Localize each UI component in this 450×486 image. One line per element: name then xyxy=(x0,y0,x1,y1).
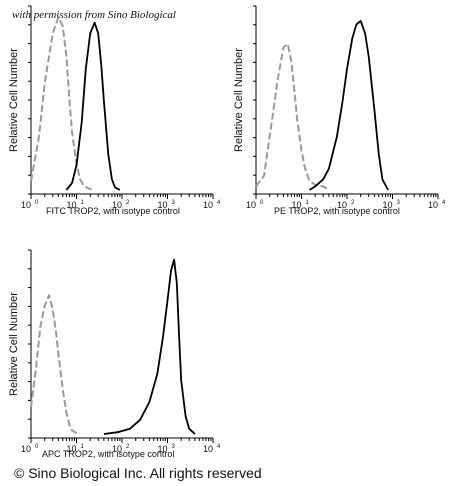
copyright-notice: © Sino Biological Inc. All rights reserv… xyxy=(14,465,262,481)
x-tick-exponent: 4 xyxy=(442,200,446,206)
isotype-control-curve xyxy=(30,16,95,191)
permission-watermark: with permission from Sino Biological xyxy=(12,9,176,21)
trop2-curve xyxy=(65,21,121,191)
histogram-panel-1: 10 0 10 1 10 2 10 3 10 4 Relative Cell Number FITC … xyxy=(8,5,221,216)
x-tick-label: 10 xyxy=(21,444,31,454)
y-axis-label: Relative Cell Number xyxy=(8,48,20,152)
x-tick-exponent: 2 xyxy=(126,200,130,206)
x-tick-label: 10 xyxy=(66,200,76,210)
x-tick-exponent: 3 xyxy=(397,200,401,206)
x-tick-label: 10 xyxy=(112,444,122,454)
x-tick-label: 10 xyxy=(157,444,167,454)
histogram-panel-3: 10 0 10 1 10 2 10 3 10 4 Relative Cell Number APC T… xyxy=(8,249,221,459)
x-tick-label: 10 xyxy=(246,200,256,210)
x-tick-exponent: 2 xyxy=(351,200,355,206)
x-tick-label: 10 xyxy=(203,444,213,454)
x-axis-label: FITC TROP2, with isotype control xyxy=(46,206,180,216)
x-axis-label: APC TROP2, with isotype control xyxy=(42,449,174,459)
trop2-curve xyxy=(103,258,196,435)
x-tick-exponent: 1 xyxy=(306,200,310,206)
x-tick-label: 10 xyxy=(157,200,167,210)
x-tick-label: 10 xyxy=(66,444,76,454)
trop2-curve xyxy=(309,19,389,191)
x-tick-label: 10 xyxy=(382,200,392,210)
x-tick-exponent: 0 xyxy=(35,200,39,206)
histogram-panel-2: 10 0 10 1 10 2 10 3 10 4 Relative Cell Number PE TR… xyxy=(233,5,446,216)
x-tick-exponent: 0 xyxy=(35,444,39,450)
x-tick-label: 10 xyxy=(291,200,301,210)
x-tick-exponent: 1 xyxy=(81,444,85,450)
x-tick-exponent: 0 xyxy=(260,200,264,206)
x-tick-label: 10 xyxy=(428,200,438,210)
x-tick-label: 10 xyxy=(337,200,347,210)
x-tick-exponent: 1 xyxy=(81,200,85,206)
x-axis-label: PE TROP2, with isotype control xyxy=(274,206,400,216)
x-tick-exponent: 4 xyxy=(217,200,221,206)
x-tick-label: 10 xyxy=(21,200,31,210)
x-tick-exponent: 3 xyxy=(172,444,176,450)
x-tick-exponent: 3 xyxy=(172,200,176,206)
x-tick-label: 10 xyxy=(203,200,213,210)
x-tick-label: 10 xyxy=(112,200,122,210)
isotype-control-curve xyxy=(255,43,330,191)
x-tick-exponent: 2 xyxy=(126,444,130,450)
y-axis-label: Relative Cell Number xyxy=(8,292,20,396)
x-tick-exponent: 4 xyxy=(217,444,221,450)
isotype-control-curve xyxy=(30,294,81,435)
y-axis-label: Relative Cell Number xyxy=(233,48,245,152)
